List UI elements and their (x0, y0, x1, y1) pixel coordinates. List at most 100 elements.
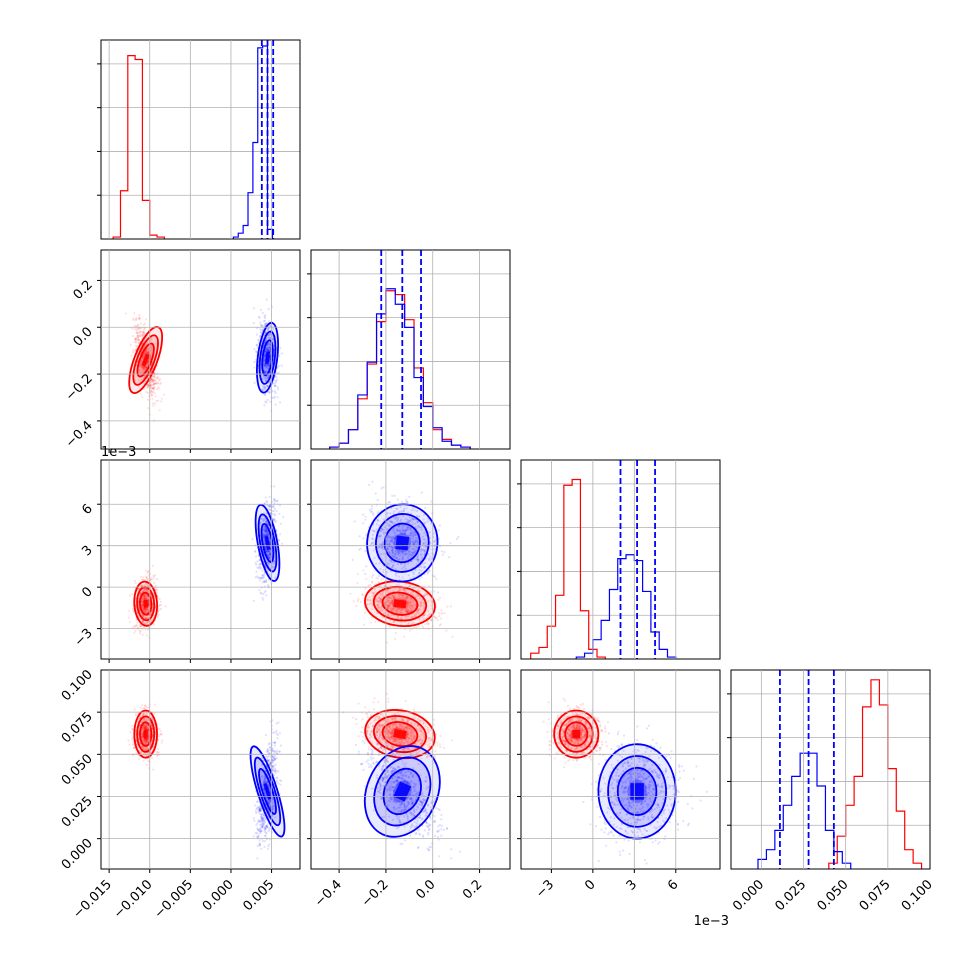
sample-point (268, 320, 271, 323)
sample-point (377, 581, 380, 584)
sample-point (141, 732, 144, 735)
sample-point (423, 538, 427, 541)
sample-point (152, 574, 155, 578)
sample-point (413, 550, 416, 554)
sample-point (135, 318, 138, 321)
sample-point (142, 726, 145, 729)
sample-point (388, 599, 391, 602)
sample-point (394, 568, 397, 571)
sample-point (398, 552, 401, 555)
sample-point (433, 615, 436, 619)
sample-point (417, 589, 420, 593)
sample-point (134, 338, 137, 341)
sample-point (147, 599, 150, 602)
sample-point (265, 528, 268, 531)
sample-point (265, 366, 268, 369)
sample-point (145, 576, 148, 579)
sample-point (408, 542, 411, 545)
sample-point (416, 594, 419, 598)
sample-point (407, 608, 410, 611)
sample-point (406, 521, 409, 524)
sample-point (263, 364, 266, 367)
sample-point (387, 606, 390, 610)
sample-point (366, 603, 370, 606)
sample-point (415, 537, 418, 540)
sample-point (142, 734, 145, 737)
sample-point (393, 543, 396, 546)
sample-point (413, 613, 416, 617)
sample-point (156, 616, 159, 619)
sample-point (406, 615, 410, 618)
sample-point (144, 748, 147, 751)
sample-point (140, 598, 143, 601)
sample-point (400, 553, 403, 556)
sample-point (422, 543, 425, 546)
sample-point (145, 351, 148, 354)
sample-point (407, 591, 410, 594)
sample-point (144, 595, 147, 599)
sample-point (152, 404, 155, 407)
sample-point (263, 364, 267, 367)
sample-point (142, 331, 145, 334)
sample-point (414, 540, 417, 543)
sample-point (393, 607, 396, 611)
sample-point (142, 727, 146, 730)
sample-point (419, 600, 422, 604)
sample-point (406, 519, 410, 522)
sample-point (131, 335, 135, 338)
sample-point (141, 605, 144, 608)
sample-point (257, 576, 260, 579)
sample-point (401, 528, 404, 532)
sample-point (139, 630, 142, 633)
sample-point (147, 590, 150, 593)
sample-point (274, 519, 277, 522)
sample-point (262, 376, 265, 379)
sample-point (142, 620, 145, 624)
sample-point (143, 367, 146, 370)
sample-point (272, 397, 275, 400)
sample-point (399, 588, 402, 592)
sample-point (373, 556, 376, 560)
sample-point (383, 584, 386, 587)
sample-point (134, 349, 137, 352)
sample-point (404, 529, 408, 533)
sample-point (397, 616, 400, 620)
sample-point (392, 595, 395, 598)
sample-point (420, 553, 423, 556)
sample-point (372, 594, 375, 597)
sample-point (138, 632, 142, 635)
sample-point (416, 540, 419, 543)
sample-point (265, 366, 268, 369)
sample-point (145, 747, 148, 750)
sample-point (255, 350, 258, 353)
sample-point (403, 532, 407, 535)
sample-point (258, 576, 261, 580)
sample-point (416, 543, 419, 546)
contour-line (261, 339, 274, 377)
sample-point (264, 547, 268, 550)
sample-point (262, 362, 265, 365)
sample-point (274, 381, 278, 384)
sample-point (257, 315, 261, 318)
sample-point (268, 348, 271, 351)
sample-point (406, 528, 409, 531)
sample-point (144, 594, 147, 597)
sample-point (144, 740, 147, 743)
sample-point (274, 379, 278, 382)
sample-point (370, 507, 373, 510)
sample-point (266, 533, 269, 536)
sample-point (393, 537, 396, 540)
sample-point (141, 590, 144, 593)
sample-point (362, 569, 365, 572)
sample-point (421, 625, 424, 628)
sample-point (269, 505, 272, 508)
sample-point (381, 591, 384, 594)
sample-point (371, 592, 374, 595)
sample-point (144, 594, 147, 597)
sample-point (400, 510, 403, 513)
sample-point (394, 532, 397, 535)
sample-point (265, 551, 268, 554)
sample-point (263, 365, 266, 368)
sample-point (267, 363, 270, 367)
sample-point (387, 596, 390, 599)
